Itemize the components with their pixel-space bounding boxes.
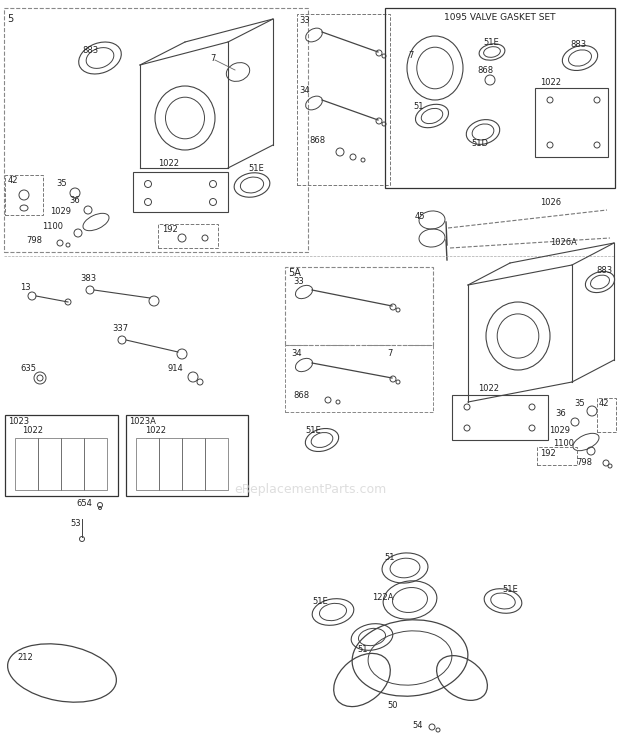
- Text: 192: 192: [162, 225, 178, 234]
- Text: 45: 45: [415, 211, 425, 220]
- Text: 5A: 5A: [288, 268, 301, 278]
- Text: 34: 34: [291, 348, 301, 358]
- Bar: [133, 172, 228, 212]
- Bar: [136, 438, 159, 490]
- Text: 868: 868: [293, 391, 309, 400]
- Text: 51E: 51E: [248, 164, 264, 173]
- Bar: [597, 398, 616, 432]
- Text: 5: 5: [7, 14, 13, 24]
- Text: 1023: 1023: [8, 417, 29, 426]
- Text: 383: 383: [80, 274, 96, 283]
- Text: 1022: 1022: [22, 426, 43, 434]
- Text: 1026: 1026: [540, 197, 561, 207]
- Bar: [537, 447, 577, 465]
- Text: 7: 7: [408, 51, 414, 60]
- Bar: [15, 438, 38, 490]
- Bar: [61, 438, 84, 490]
- Text: 798: 798: [26, 236, 42, 245]
- Text: 883: 883: [82, 45, 98, 54]
- Text: 337: 337: [112, 324, 128, 333]
- Bar: [5, 415, 118, 496]
- Text: 51D: 51D: [471, 138, 488, 147]
- Text: 13: 13: [20, 283, 30, 292]
- Text: 1026A: 1026A: [550, 237, 577, 246]
- Text: 51E: 51E: [312, 597, 328, 606]
- Text: 914: 914: [168, 364, 184, 373]
- Text: 42: 42: [599, 399, 609, 408]
- Text: 35: 35: [574, 399, 585, 408]
- Text: 1022: 1022: [158, 158, 179, 167]
- Text: 798: 798: [576, 458, 592, 466]
- Text: 50: 50: [387, 702, 397, 711]
- Bar: [385, 8, 615, 188]
- Text: 51E: 51E: [483, 37, 498, 47]
- Bar: [158, 224, 218, 248]
- Bar: [84, 438, 107, 490]
- Text: 1023A: 1023A: [129, 417, 156, 426]
- Text: 51: 51: [384, 554, 394, 562]
- Text: 1029: 1029: [50, 207, 71, 216]
- Bar: [126, 415, 248, 496]
- Text: 34: 34: [299, 86, 309, 94]
- Bar: [5, 175, 43, 215]
- Bar: [38, 438, 61, 490]
- Text: 883: 883: [596, 266, 612, 275]
- Text: 33: 33: [299, 16, 310, 25]
- Text: 192: 192: [540, 449, 556, 458]
- Text: 51E: 51E: [502, 586, 518, 594]
- Text: 53: 53: [70, 519, 81, 528]
- Text: 868: 868: [309, 135, 325, 144]
- Bar: [182, 438, 205, 490]
- Text: 1029: 1029: [549, 426, 570, 434]
- Text: 51: 51: [357, 644, 368, 653]
- Bar: [297, 14, 390, 185]
- Text: 33: 33: [293, 277, 304, 286]
- Bar: [4, 8, 308, 252]
- Text: 868: 868: [477, 65, 493, 74]
- Text: 635: 635: [20, 364, 36, 373]
- Text: 1100: 1100: [553, 438, 574, 447]
- Text: 35: 35: [56, 179, 66, 187]
- Text: 1100: 1100: [42, 222, 63, 231]
- Text: 1022: 1022: [540, 77, 561, 86]
- Text: 1095 VALVE GASKET SET: 1095 VALVE GASKET SET: [445, 13, 556, 22]
- Text: 1022: 1022: [478, 383, 499, 393]
- Bar: [452, 395, 548, 440]
- Text: 122A: 122A: [372, 592, 394, 601]
- Text: 7: 7: [387, 348, 392, 358]
- Text: eReplacementParts.com: eReplacementParts.com: [234, 484, 386, 496]
- Text: 654: 654: [76, 498, 92, 507]
- Text: 212: 212: [17, 652, 33, 661]
- Text: 36: 36: [555, 408, 565, 417]
- Bar: [159, 438, 182, 490]
- Bar: [205, 438, 228, 490]
- Text: 51: 51: [413, 101, 423, 111]
- Text: 1022: 1022: [145, 426, 166, 434]
- Text: 7: 7: [210, 54, 215, 62]
- Bar: [285, 267, 433, 345]
- Bar: [535, 88, 608, 157]
- Text: 51E: 51E: [305, 426, 321, 434]
- Text: 42: 42: [8, 176, 19, 185]
- Text: 36: 36: [69, 196, 80, 205]
- Bar: [285, 345, 433, 412]
- Text: 54: 54: [412, 720, 422, 730]
- Text: 883: 883: [570, 39, 586, 48]
